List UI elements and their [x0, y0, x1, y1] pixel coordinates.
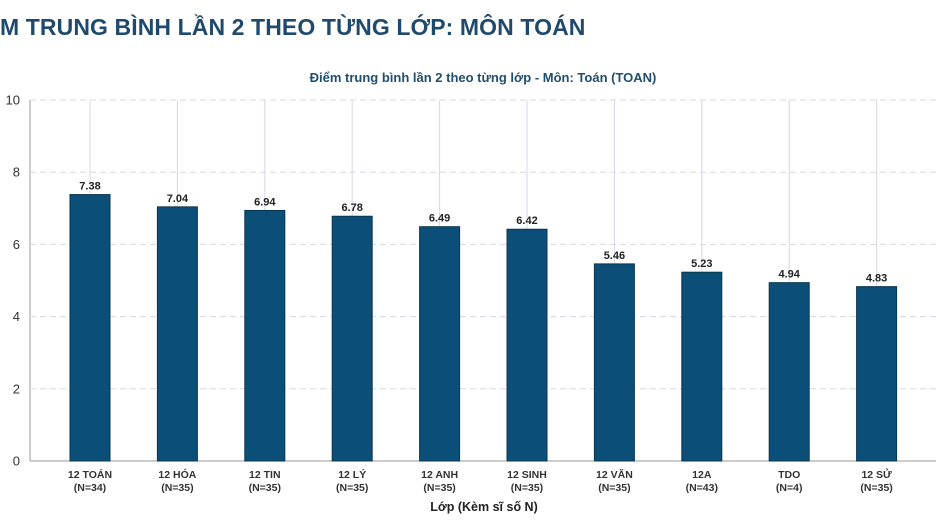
bar: [69, 194, 111, 462]
bar-value-label: 7.38: [79, 181, 100, 193]
x-tick-sublabel: (N=34): [74, 482, 106, 494]
bar: [156, 206, 198, 462]
x-tick-label: 12 TOÁN: [68, 468, 112, 481]
bar-value-label: 6.42: [516, 215, 537, 227]
x-axis-title: Lớp (Kèm sĩ số N): [430, 500, 538, 514]
x-tick-label: 12 TIN: [249, 469, 281, 481]
bar: [419, 226, 461, 462]
bar-value-label: 5.23: [691, 258, 712, 270]
bar: [768, 282, 810, 462]
y-tick-label: 8: [13, 165, 20, 180]
y-tick-label: 2: [13, 381, 20, 396]
bar-value-label: 4.94: [778, 269, 800, 281]
bar-value-label: 6.49: [429, 213, 450, 225]
x-tick-sublabel: (N=35): [423, 482, 455, 494]
y-tick-label: 0: [13, 454, 20, 469]
x-tick-label: 12 ANH: [421, 469, 458, 481]
bar-value-label: 5.46: [604, 250, 625, 262]
x-tick-sublabel: (N=35): [860, 482, 892, 494]
x-tick-sublabel: (N=43): [686, 482, 718, 494]
bar-value-label: 6.78: [341, 202, 362, 214]
chart-title: Điểm trung bình lần 2 theo từng lớp - Mô…: [310, 70, 657, 85]
x-tick-sublabel: (N=35): [598, 482, 630, 494]
x-tick-label: 12 VĂN: [596, 468, 633, 481]
bar-value-label: 4.83: [866, 273, 887, 285]
y-tick-label: 10: [6, 93, 20, 108]
y-tick-label: 4: [13, 309, 20, 324]
bar-value-label: 7.04: [167, 193, 189, 205]
x-tick-label: 12A: [692, 469, 712, 481]
bar: [681, 271, 723, 462]
bar: [331, 215, 373, 462]
y-tick-label: 6: [13, 237, 20, 252]
x-tick-sublabel: (N=35): [249, 482, 281, 494]
x-tick-label: 12 HÓA: [158, 468, 196, 481]
x-tick-sublabel: (N=35): [511, 482, 543, 494]
page-heading: M TRUNG BÌNH LẦN 2 THEO TỪNG LỚP: MÔN TO…: [0, 14, 586, 40]
x-tick-label: TDO: [778, 469, 800, 481]
x-tick-label: 12 SINH: [507, 469, 547, 481]
x-tick-sublabel: (N=4): [776, 482, 803, 494]
x-tick-label: 12 LÝ: [338, 468, 366, 481]
bar: [244, 209, 286, 462]
x-tick-label: 12 SỬ: [861, 468, 892, 481]
bar-value-label: 6.94: [254, 196, 276, 208]
x-tick-sublabel: (N=35): [161, 482, 193, 494]
bar: [856, 286, 898, 462]
bar: [506, 228, 548, 462]
x-tick-sublabel: (N=35): [336, 482, 368, 494]
bar: [593, 263, 635, 462]
